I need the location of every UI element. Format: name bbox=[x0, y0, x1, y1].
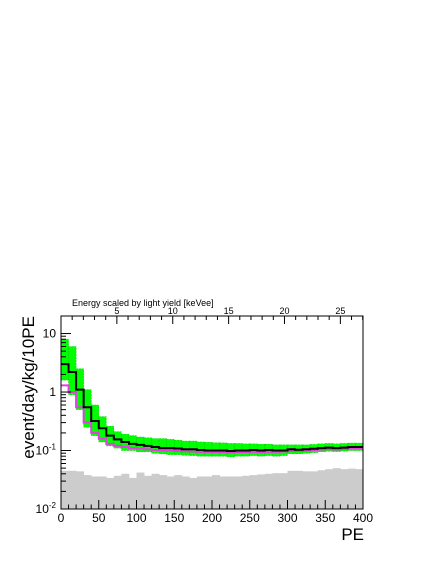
gray-histogram-bin bbox=[144, 475, 152, 509]
green-band-bin bbox=[204, 442, 213, 457]
gray-histogram-bin bbox=[204, 476, 213, 509]
green-band-bin bbox=[211, 442, 220, 457]
y-axis-title: event/day/kg/10PE bbox=[19, 316, 38, 459]
x-tick-label: 300 bbox=[277, 511, 297, 525]
x-tick-label: 400 bbox=[353, 511, 373, 525]
green-band-bin bbox=[174, 439, 183, 455]
x-tick-label: 250 bbox=[240, 511, 260, 525]
green-band-bin bbox=[68, 346, 77, 395]
y-tick-label: 10-1 bbox=[36, 443, 57, 458]
gray-histogram-bin bbox=[113, 475, 122, 509]
x-tick-label: 350 bbox=[315, 511, 335, 525]
x-axis-title: PE bbox=[341, 525, 364, 544]
gray-histogram-bin bbox=[279, 473, 288, 509]
gray-histogram-bin bbox=[98, 476, 107, 509]
top-tick-label: 5 bbox=[114, 306, 119, 316]
gray-histogram-bin bbox=[106, 477, 115, 509]
top-tick-label: 10 bbox=[168, 306, 178, 316]
gray-histogram-bin bbox=[249, 475, 258, 509]
top-tick-label: 20 bbox=[279, 306, 289, 316]
x-tick-labels: 0 50 100 150 200 250 300 350 400 bbox=[58, 511, 374, 525]
gray-histogram-bin bbox=[295, 470, 303, 509]
gray-histogram-bin bbox=[234, 476, 243, 509]
gray-histogram-bin bbox=[151, 473, 160, 509]
gray-histogram-bin bbox=[181, 476, 190, 509]
top-tick-labels: 5 10 15 20 25 bbox=[114, 306, 345, 316]
gray-histogram-bin bbox=[219, 476, 228, 509]
x-tick-label: 50 bbox=[92, 511, 106, 525]
gray-histogram-bin bbox=[83, 475, 92, 509]
gray-histogram-bin bbox=[166, 476, 175, 509]
gray-histogram-bin bbox=[257, 474, 266, 509]
gray-histogram-bin bbox=[272, 473, 281, 509]
y-tick-label: 10 bbox=[43, 327, 57, 341]
y-tick-base: 1 bbox=[49, 385, 56, 399]
gray-histogram-bin bbox=[159, 475, 168, 509]
axes bbox=[60, 315, 364, 510]
gray-histogram-bin bbox=[310, 471, 319, 509]
green-band-bin bbox=[181, 440, 190, 456]
gray-histogram-bin bbox=[340, 469, 349, 509]
gray-histogram-bin bbox=[76, 471, 85, 509]
y-tick-label: 1 bbox=[49, 385, 56, 399]
gray-histogram-bin bbox=[196, 476, 205, 509]
gray-histogram-bin bbox=[264, 473, 273, 509]
gray-histogram-bin bbox=[61, 470, 69, 509]
y-tick-base: 10 bbox=[43, 327, 57, 341]
gray-histogram-bin bbox=[136, 472, 145, 509]
y-tick-label: 10-2 bbox=[36, 501, 57, 516]
plot-area bbox=[60, 338, 364, 509]
gray-histogram-bin bbox=[302, 471, 311, 509]
gray-histogram-bin bbox=[325, 469, 334, 509]
top-tick-label: 25 bbox=[335, 306, 345, 316]
gray-histogram-bin bbox=[287, 470, 296, 509]
top-tick-label: 15 bbox=[224, 306, 234, 316]
y-tick-exponent: -2 bbox=[49, 501, 57, 510]
gray-histogram-bin bbox=[332, 468, 341, 509]
x-tick-label: 200 bbox=[202, 511, 222, 525]
gray-histogram-bin bbox=[121, 473, 130, 509]
y-tick-base: 10 bbox=[36, 444, 50, 458]
y-tick-exponent: -1 bbox=[49, 443, 57, 452]
gray-histogram-bin bbox=[174, 475, 183, 509]
gray-histogram-bin bbox=[189, 477, 198, 509]
gray-histogram-bin bbox=[242, 475, 251, 509]
green-band-bin bbox=[98, 416, 107, 443]
gray-histogram-bin bbox=[227, 476, 236, 509]
top-axis-title: Energy scaled by light yield [keVee] bbox=[72, 298, 214, 308]
gray-histogram-bin bbox=[347, 468, 356, 509]
black-step-line bbox=[61, 363, 363, 453]
x-tick-label: 100 bbox=[126, 511, 146, 525]
green-band-bin bbox=[83, 389, 92, 428]
x-tick-label: 150 bbox=[164, 511, 184, 525]
gray-histogram-bin bbox=[68, 470, 77, 509]
y-tick-base: 10 bbox=[36, 502, 50, 516]
gray-histogram-bin bbox=[212, 475, 220, 509]
x-tick-label: 0 bbox=[58, 511, 65, 525]
gray-histogram-bin bbox=[317, 470, 326, 509]
gray-histogram-bin bbox=[355, 469, 364, 509]
green-band-bin bbox=[166, 439, 175, 455]
gray-histogram-bin bbox=[128, 477, 137, 509]
gray-histogram-bin bbox=[91, 476, 100, 509]
